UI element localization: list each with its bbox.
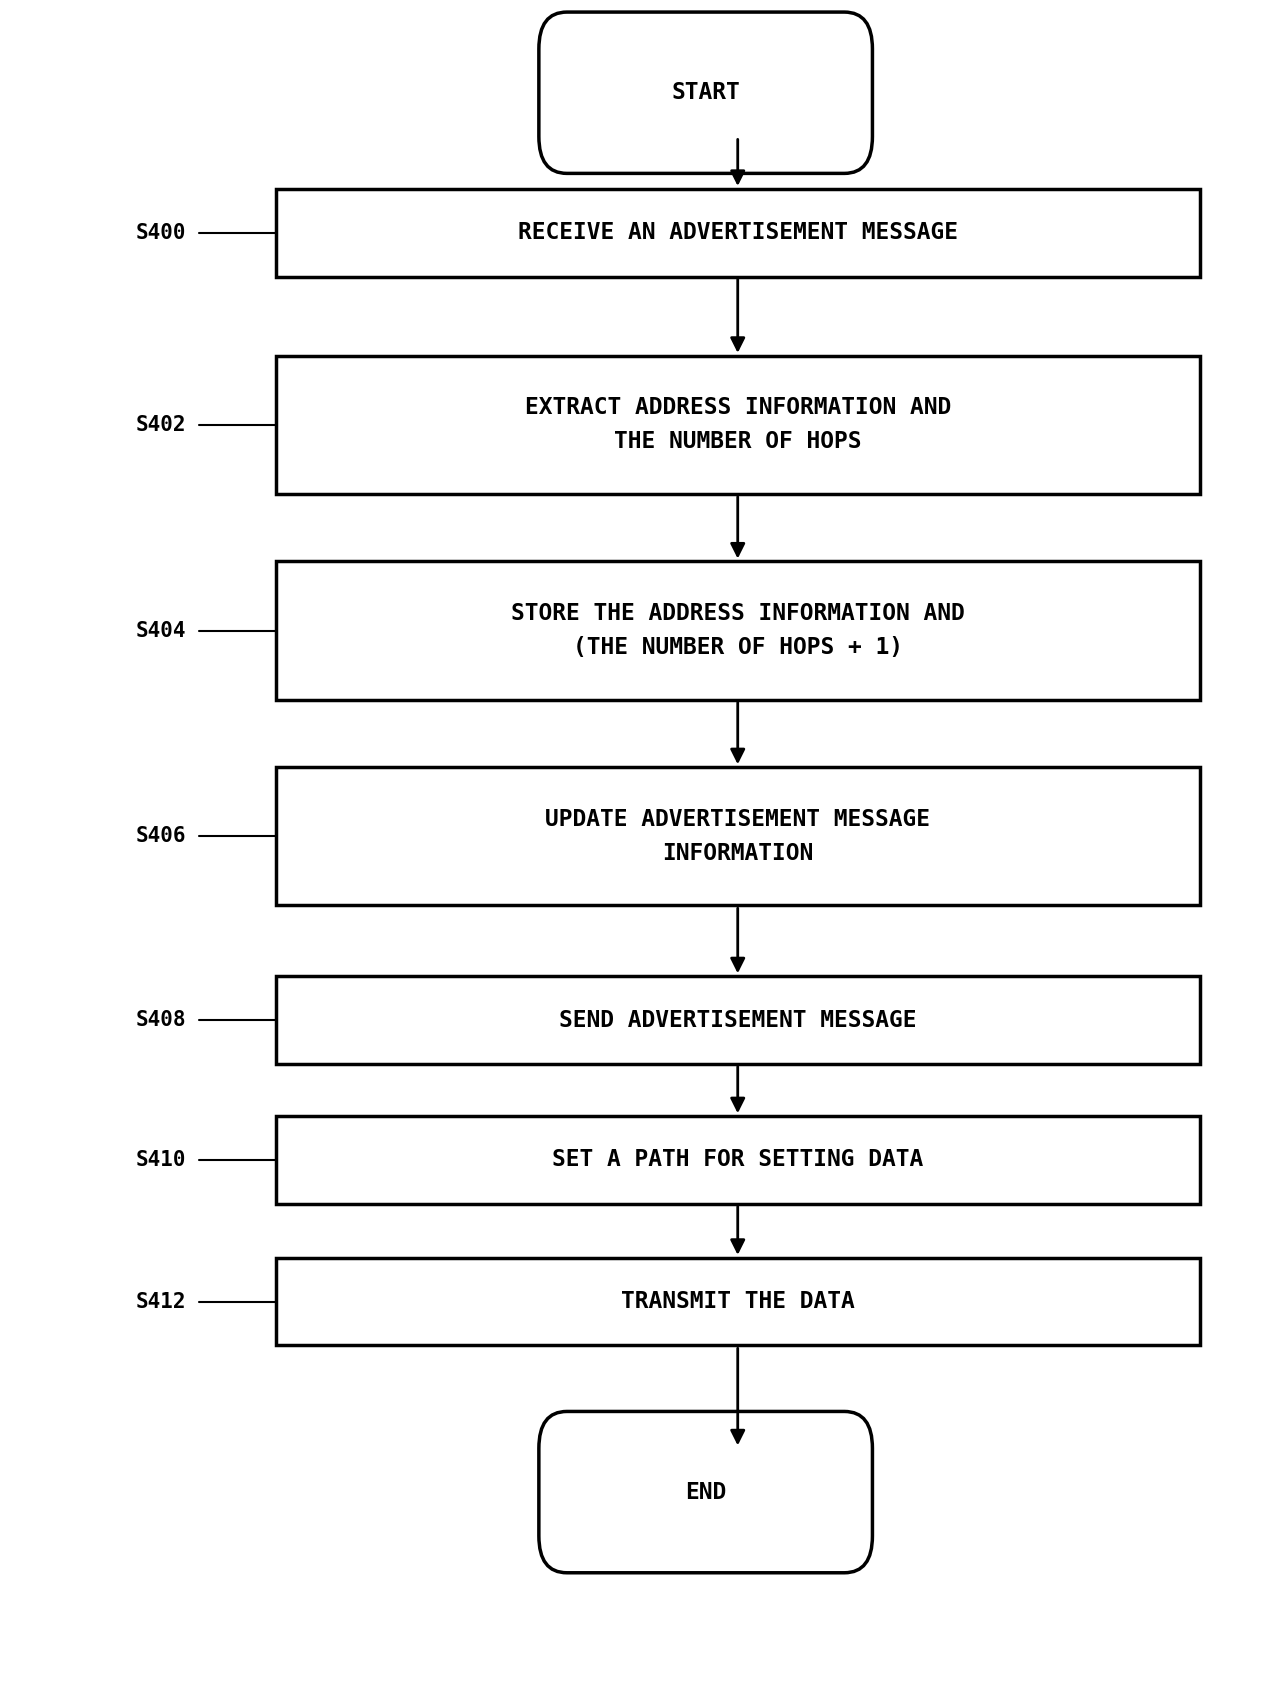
Text: SEND ADVERTISEMENT MESSAGE: SEND ADVERTISEMENT MESSAGE — [559, 1008, 916, 1032]
Text: TRANSMIT THE DATA: TRANSMIT THE DATA — [621, 1290, 854, 1313]
Bar — [276, 561, 1200, 700]
Text: S408: S408 — [136, 1010, 186, 1030]
Bar — [276, 976, 1200, 1064]
Text: S402: S402 — [136, 415, 186, 435]
Text: STORE THE ADDRESS INFORMATION AND
(THE NUMBER OF HOPS + 1): STORE THE ADDRESS INFORMATION AND (THE N… — [511, 602, 965, 659]
Text: START: START — [671, 81, 740, 105]
Text: S406: S406 — [136, 826, 186, 846]
Text: S412: S412 — [136, 1291, 186, 1312]
Text: EXTRACT ADDRESS INFORMATION AND
THE NUMBER OF HOPS: EXTRACT ADDRESS INFORMATION AND THE NUMB… — [525, 396, 951, 454]
Text: SET A PATH FOR SETTING DATA: SET A PATH FOR SETTING DATA — [552, 1148, 924, 1172]
Bar — [276, 189, 1200, 277]
Text: END: END — [685, 1480, 726, 1504]
Bar — [276, 1258, 1200, 1345]
FancyBboxPatch shape — [539, 1411, 872, 1573]
Bar — [276, 767, 1200, 905]
Text: S400: S400 — [136, 223, 186, 243]
FancyBboxPatch shape — [539, 12, 872, 174]
Bar — [276, 1116, 1200, 1204]
Text: RECEIVE AN ADVERTISEMENT MESSAGE: RECEIVE AN ADVERTISEMENT MESSAGE — [518, 221, 957, 244]
Bar — [276, 356, 1200, 494]
Text: UPDATE ADVERTISEMENT MESSAGE
INFORMATION: UPDATE ADVERTISEMENT MESSAGE INFORMATION — [545, 808, 930, 865]
Text: S410: S410 — [136, 1150, 186, 1170]
Text: S404: S404 — [136, 620, 186, 641]
